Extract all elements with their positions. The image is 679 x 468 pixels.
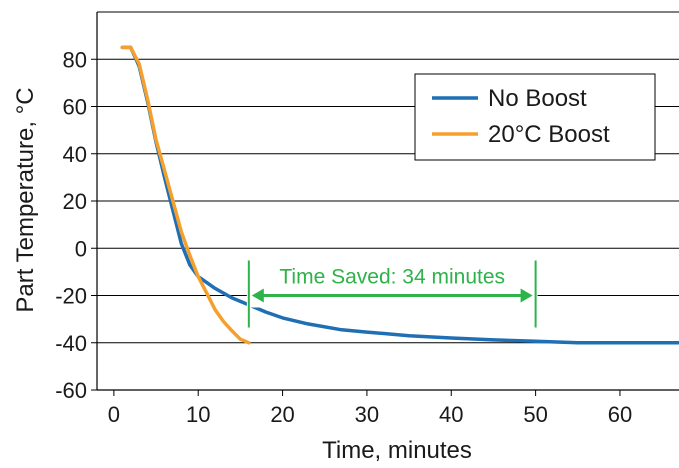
x-tick-label: 60 <box>608 402 632 427</box>
x-tick-label: 20 <box>270 402 294 427</box>
x-tick-label: 50 <box>523 402 547 427</box>
annotation-label: Time Saved: 34 minutes <box>279 266 505 289</box>
time-saved-annotation: Time Saved: 34 minutes <box>246 260 538 328</box>
y-axis-label: Part Temperature, °C <box>12 87 39 312</box>
y-tick-label: 80 <box>63 47 87 72</box>
annotation-arrowhead-left <box>251 288 264 303</box>
y-tick-label: 60 <box>63 95 87 120</box>
x-tick-label: 40 <box>439 402 463 427</box>
y-tick-label: -60 <box>55 378 87 403</box>
annotation-arrowhead-right <box>520 288 533 303</box>
legend-label-no-boost: No Boost <box>488 85 587 112</box>
x-tick-label: 0 <box>108 402 120 427</box>
y-tick-label: -20 <box>55 284 87 309</box>
x-tick-label: 10 <box>186 402 210 427</box>
x-axis-label: Time, minutes <box>322 437 472 464</box>
legend-label-20c-boost: 20°C Boost <box>488 121 610 148</box>
series-line-20-c-boost <box>120 45 251 345</box>
x-tick-labels: 0 10 20 30 40 50 60 <box>108 402 632 427</box>
legend: No Boost 20°C Boost <box>414 73 656 161</box>
y-tick-label: -40 <box>55 331 87 356</box>
y-tick-label: 20 <box>63 189 87 214</box>
y-tick-label: 0 <box>75 236 87 261</box>
legend-box <box>414 73 656 161</box>
y-tick-label: 40 <box>63 142 87 167</box>
annotation-background <box>246 261 538 308</box>
y-tick-labels: -60 -40 -20 0 20 40 60 80 <box>55 47 87 403</box>
x-tick-label: 30 <box>355 402 379 427</box>
gridlines <box>97 11 679 344</box>
axes <box>91 12 679 396</box>
